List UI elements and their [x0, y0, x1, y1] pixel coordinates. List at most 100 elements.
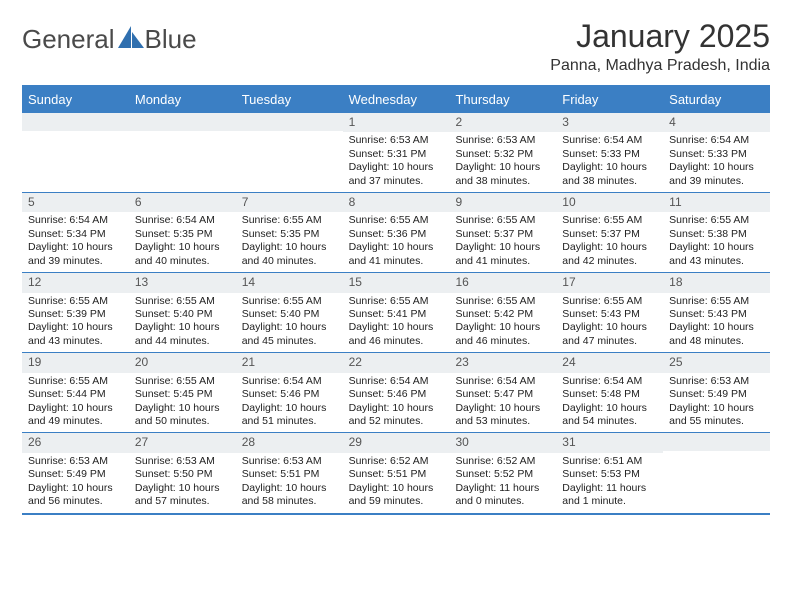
- day-details: Sunrise: 6:55 AMSunset: 5:37 PMDaylight:…: [449, 212, 556, 272]
- daylight-text: Daylight: 11 hours and 0 minutes.: [455, 482, 550, 509]
- day-number: 26: [22, 433, 129, 452]
- day-details: Sunrise: 6:55 AMSunset: 5:45 PMDaylight:…: [129, 373, 236, 433]
- sunset-text: Sunset: 5:40 PM: [135, 308, 230, 321]
- day-number: [22, 113, 129, 131]
- daylight-text: Daylight: 10 hours and 59 minutes.: [349, 482, 444, 509]
- calendar-cell: 9Sunrise: 6:55 AMSunset: 5:37 PMDaylight…: [449, 193, 556, 272]
- day-details: Sunrise: 6:55 AMSunset: 5:37 PMDaylight:…: [556, 212, 663, 272]
- day-number: 1: [343, 113, 450, 132]
- calendar-cell: 3Sunrise: 6:54 AMSunset: 5:33 PMDaylight…: [556, 113, 663, 192]
- day-details: Sunrise: 6:53 AMSunset: 5:50 PMDaylight:…: [129, 453, 236, 513]
- day-details: Sunrise: 6:53 AMSunset: 5:32 PMDaylight:…: [449, 132, 556, 192]
- day-number: 28: [236, 433, 343, 452]
- daylight-text: Daylight: 10 hours and 45 minutes.: [242, 321, 337, 348]
- day-number: 8: [343, 193, 450, 212]
- day-details: Sunrise: 6:52 AMSunset: 5:52 PMDaylight:…: [449, 453, 556, 513]
- calendar: Sunday Monday Tuesday Wednesday Thursday…: [22, 85, 770, 515]
- day-details: Sunrise: 6:55 AMSunset: 5:40 PMDaylight:…: [236, 293, 343, 353]
- sunrise-text: Sunrise: 6:54 AM: [669, 134, 764, 147]
- day-header-wed: Wednesday: [343, 87, 450, 113]
- calendar-cell: [236, 113, 343, 192]
- day-number: 9: [449, 193, 556, 212]
- day-details: Sunrise: 6:54 AMSunset: 5:35 PMDaylight:…: [129, 212, 236, 272]
- calendar-cell: 12Sunrise: 6:55 AMSunset: 5:39 PMDayligh…: [22, 273, 129, 352]
- day-details: Sunrise: 6:55 AMSunset: 5:35 PMDaylight:…: [236, 212, 343, 272]
- daylight-text: Daylight: 10 hours and 40 minutes.: [242, 241, 337, 268]
- day-header-fri: Friday: [556, 87, 663, 113]
- daylight-text: Daylight: 10 hours and 58 minutes.: [242, 482, 337, 509]
- month-title: January 2025: [550, 18, 770, 55]
- daylight-text: Daylight: 10 hours and 50 minutes.: [135, 402, 230, 429]
- daylight-text: Daylight: 10 hours and 54 minutes.: [562, 402, 657, 429]
- calendar-cell: 11Sunrise: 6:55 AMSunset: 5:38 PMDayligh…: [663, 193, 770, 272]
- day-number: 29: [343, 433, 450, 452]
- daylight-text: Daylight: 10 hours and 39 minutes.: [669, 161, 764, 188]
- day-number: 11: [663, 193, 770, 212]
- calendar-cell: 26Sunrise: 6:53 AMSunset: 5:49 PMDayligh…: [22, 433, 129, 512]
- calendar-cell: 28Sunrise: 6:53 AMSunset: 5:51 PMDayligh…: [236, 433, 343, 512]
- calendar-cell: 27Sunrise: 6:53 AMSunset: 5:50 PMDayligh…: [129, 433, 236, 512]
- sunrise-text: Sunrise: 6:52 AM: [349, 455, 444, 468]
- sunset-text: Sunset: 5:35 PM: [135, 228, 230, 241]
- daylight-text: Daylight: 11 hours and 1 minute.: [562, 482, 657, 509]
- day-number: 10: [556, 193, 663, 212]
- day-details: Sunrise: 6:51 AMSunset: 5:53 PMDaylight:…: [556, 453, 663, 513]
- daylight-text: Daylight: 10 hours and 46 minutes.: [349, 321, 444, 348]
- sunrise-text: Sunrise: 6:55 AM: [349, 295, 444, 308]
- weeks-container: 1Sunrise: 6:53 AMSunset: 5:31 PMDaylight…: [22, 113, 770, 515]
- daylight-text: Daylight: 10 hours and 41 minutes.: [349, 241, 444, 268]
- daylight-text: Daylight: 10 hours and 56 minutes.: [28, 482, 123, 509]
- sunrise-text: Sunrise: 6:53 AM: [242, 455, 337, 468]
- day-details: Sunrise: 6:55 AMSunset: 5:42 PMDaylight:…: [449, 293, 556, 353]
- logo: General Blue: [22, 18, 197, 55]
- sunset-text: Sunset: 5:32 PM: [455, 148, 550, 161]
- logo-text-blue: Blue: [145, 24, 197, 55]
- sunset-text: Sunset: 5:47 PM: [455, 388, 550, 401]
- calendar-cell: 7Sunrise: 6:55 AMSunset: 5:35 PMDaylight…: [236, 193, 343, 272]
- day-number: [663, 433, 770, 451]
- calendar-cell: [22, 113, 129, 192]
- sunset-text: Sunset: 5:36 PM: [349, 228, 444, 241]
- calendar-cell: [129, 113, 236, 192]
- sunrise-text: Sunrise: 6:55 AM: [562, 295, 657, 308]
- day-number: 21: [236, 353, 343, 372]
- day-number: [236, 113, 343, 131]
- calendar-cell: 20Sunrise: 6:55 AMSunset: 5:45 PMDayligh…: [129, 353, 236, 432]
- sunrise-text: Sunrise: 6:53 AM: [669, 375, 764, 388]
- sunset-text: Sunset: 5:40 PM: [242, 308, 337, 321]
- day-details: Sunrise: 6:55 AMSunset: 5:36 PMDaylight:…: [343, 212, 450, 272]
- daylight-text: Daylight: 10 hours and 40 minutes.: [135, 241, 230, 268]
- sunrise-text: Sunrise: 6:54 AM: [349, 375, 444, 388]
- day-details: Sunrise: 6:54 AMSunset: 5:47 PMDaylight:…: [449, 373, 556, 433]
- sunset-text: Sunset: 5:48 PM: [562, 388, 657, 401]
- sunset-text: Sunset: 5:45 PM: [135, 388, 230, 401]
- day-number: 24: [556, 353, 663, 372]
- day-details: Sunrise: 6:53 AMSunset: 5:49 PMDaylight:…: [663, 373, 770, 433]
- daylight-text: Daylight: 10 hours and 51 minutes.: [242, 402, 337, 429]
- day-details: Sunrise: 6:55 AMSunset: 5:44 PMDaylight:…: [22, 373, 129, 433]
- daylight-text: Daylight: 10 hours and 38 minutes.: [562, 161, 657, 188]
- sunset-text: Sunset: 5:37 PM: [455, 228, 550, 241]
- calendar-cell: 10Sunrise: 6:55 AMSunset: 5:37 PMDayligh…: [556, 193, 663, 272]
- sunset-text: Sunset: 5:39 PM: [28, 308, 123, 321]
- sunrise-text: Sunrise: 6:54 AM: [135, 214, 230, 227]
- sunrise-text: Sunrise: 6:53 AM: [135, 455, 230, 468]
- sunrise-text: Sunrise: 6:52 AM: [455, 455, 550, 468]
- calendar-cell: 22Sunrise: 6:54 AMSunset: 5:46 PMDayligh…: [343, 353, 450, 432]
- calendar-cell: 25Sunrise: 6:53 AMSunset: 5:49 PMDayligh…: [663, 353, 770, 432]
- day-details: Sunrise: 6:54 AMSunset: 5:46 PMDaylight:…: [343, 373, 450, 433]
- day-number: 14: [236, 273, 343, 292]
- day-number: 25: [663, 353, 770, 372]
- calendar-cell: 2Sunrise: 6:53 AMSunset: 5:32 PMDaylight…: [449, 113, 556, 192]
- calendar-cell: 5Sunrise: 6:54 AMSunset: 5:34 PMDaylight…: [22, 193, 129, 272]
- day-details: Sunrise: 6:53 AMSunset: 5:31 PMDaylight:…: [343, 132, 450, 192]
- day-number: 4: [663, 113, 770, 132]
- day-number: [129, 113, 236, 131]
- day-header-sat: Saturday: [663, 87, 770, 113]
- sunset-text: Sunset: 5:33 PM: [669, 148, 764, 161]
- daylight-text: Daylight: 10 hours and 53 minutes.: [455, 402, 550, 429]
- sunset-text: Sunset: 5:49 PM: [28, 468, 123, 481]
- sunrise-text: Sunrise: 6:54 AM: [242, 375, 337, 388]
- sunrise-text: Sunrise: 6:55 AM: [28, 295, 123, 308]
- sunrise-text: Sunrise: 6:54 AM: [562, 134, 657, 147]
